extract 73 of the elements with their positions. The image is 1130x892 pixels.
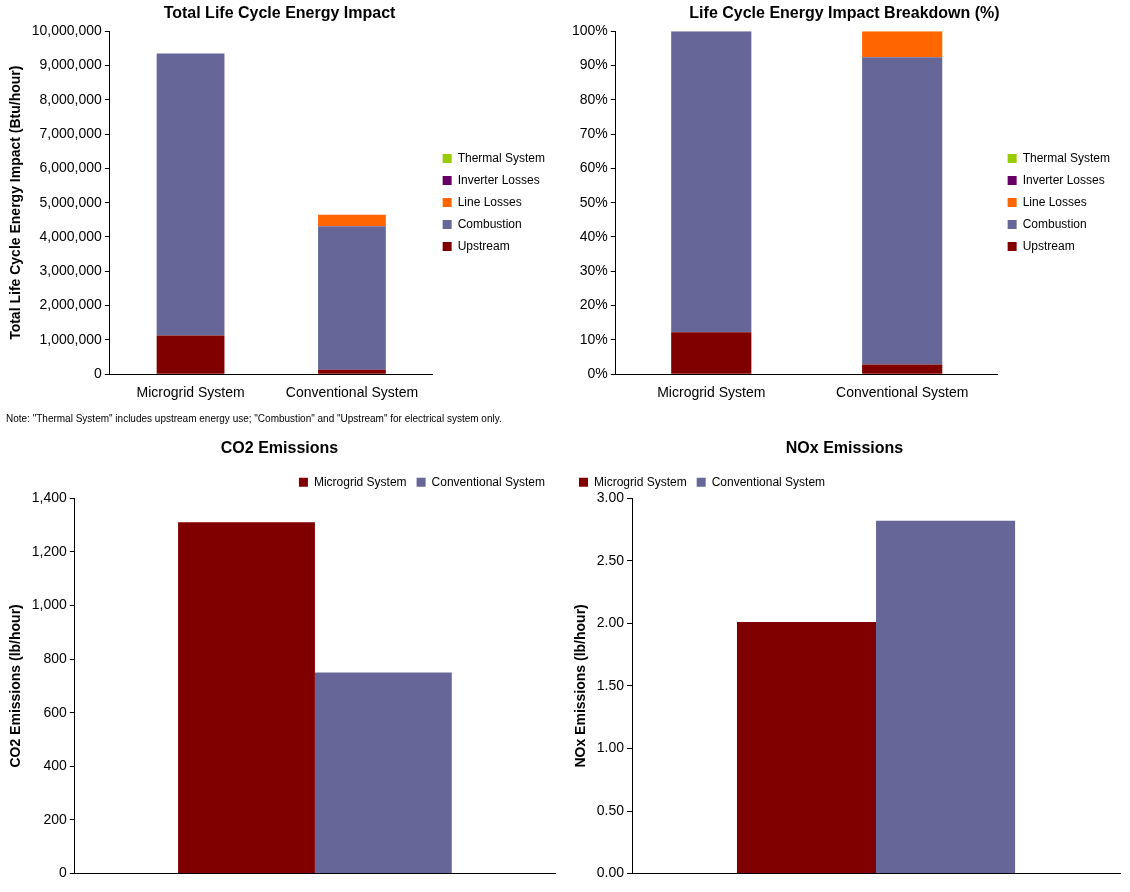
legend-label: Combustion	[457, 216, 522, 231]
y-tick-label: 0	[59, 864, 68, 881]
bar	[862, 57, 943, 365]
y-tick-label: 10,000,000	[31, 22, 103, 39]
x-tick-label: Microgrid System	[136, 384, 245, 401]
y-tick-label: 90%	[579, 56, 608, 73]
chart-title: NOx Emissions	[785, 439, 904, 457]
y-tick-label: 4,000,000	[39, 227, 103, 244]
y-tick-label: 7,000,000	[39, 124, 103, 141]
y-tick-label: 0%	[587, 365, 608, 382]
y-tick-label: 3.00	[596, 489, 625, 506]
bar	[156, 335, 225, 374]
y-axis-title: NOx Emissions (lb/hour)	[572, 604, 589, 768]
y-tick-label: 800	[43, 649, 68, 666]
legend-label: Line Losses	[1022, 194, 1087, 209]
y-tick-label: 1,200	[31, 542, 68, 559]
y-tick-label: 1.00	[596, 739, 625, 756]
bar	[318, 214, 386, 227]
y-tick-label: 1,000	[31, 596, 68, 613]
y-tick-label: 100%	[571, 22, 608, 39]
chart-title: Total Life Cycle Energy Impact	[163, 4, 397, 22]
bar	[156, 53, 225, 336]
y-tick-label: 30%	[579, 262, 608, 279]
bar	[862, 364, 943, 374]
legend-label: Inverter Losses	[457, 172, 540, 187]
legend-label: Upstream	[457, 238, 510, 253]
y-tick-label: 1,000,000	[39, 330, 103, 347]
chart-title: Life Cycle Energy Impact Breakdown (%)	[689, 4, 1000, 22]
x-tick-label: Microgrid System	[657, 384, 766, 401]
bar	[671, 31, 752, 333]
y-tick-label: 2.00	[596, 614, 625, 631]
y-tick-label: 0.50	[596, 801, 625, 818]
y-tick-label: 3,000,000	[39, 262, 103, 279]
legend-label: Line Losses	[457, 194, 522, 209]
y-tick-label: 0	[94, 365, 103, 382]
chart-title: CO2 Emissions	[220, 439, 339, 457]
y-axis-title: Total Life Cycle Energy Impact (Btu/hour)	[7, 65, 24, 340]
y-tick-label: 400	[43, 757, 68, 774]
legend-label: Inverter Losses	[1022, 172, 1105, 187]
y-tick-label: 2,000,000	[39, 296, 103, 313]
legend-label: Thermal System	[457, 150, 546, 165]
y-tick-label: 6,000,000	[39, 159, 103, 176]
y-tick-label: 20%	[579, 296, 608, 313]
y-tick-label: 1.50	[596, 676, 625, 693]
y-tick-label: 50%	[579, 193, 608, 210]
y-tick-label: 8,000,000	[39, 90, 103, 107]
y-tick-label: 60%	[579, 159, 608, 176]
y-tick-label: 2.50	[596, 551, 625, 568]
y-tick-label: 5,000,000	[39, 193, 103, 210]
y-tick-label: 70%	[579, 124, 608, 141]
bar	[862, 31, 943, 58]
legend-label: Conventional System	[431, 474, 545, 489]
text: Note: "Thermal System" includes upstream energy use; "Combustion" and "Upstream" for electrical system only.	[6, 413, 502, 424]
bar	[318, 226, 386, 370]
legend-label: Upstream	[1022, 238, 1075, 253]
y-axis-title: CO2 Emissions (lb/hour)	[7, 604, 24, 768]
y-tick-label: 600	[43, 703, 68, 720]
legend-label: Combustion	[1022, 216, 1087, 231]
y-tick-label: 1,400	[31, 489, 68, 506]
bar	[671, 332, 752, 374]
y-tick-label: 0.00	[596, 864, 625, 881]
y-tick-label: 10%	[579, 330, 608, 347]
legend-label: Microgrid System	[313, 474, 407, 489]
x-tick-label: Conventional System	[285, 384, 419, 401]
legend-label: Microgrid System	[594, 474, 687, 489]
bar	[318, 369, 386, 374]
y-tick-label: 9,000,000	[39, 56, 103, 73]
legend-label: Thermal System	[1022, 150, 1111, 165]
y-tick-label: 200	[43, 810, 68, 827]
x-tick-label: Conventional System	[836, 384, 969, 401]
legend-label: Conventional System	[711, 474, 826, 489]
y-tick-label: 80%	[579, 90, 608, 107]
y-tick-label: 40%	[579, 227, 608, 244]
